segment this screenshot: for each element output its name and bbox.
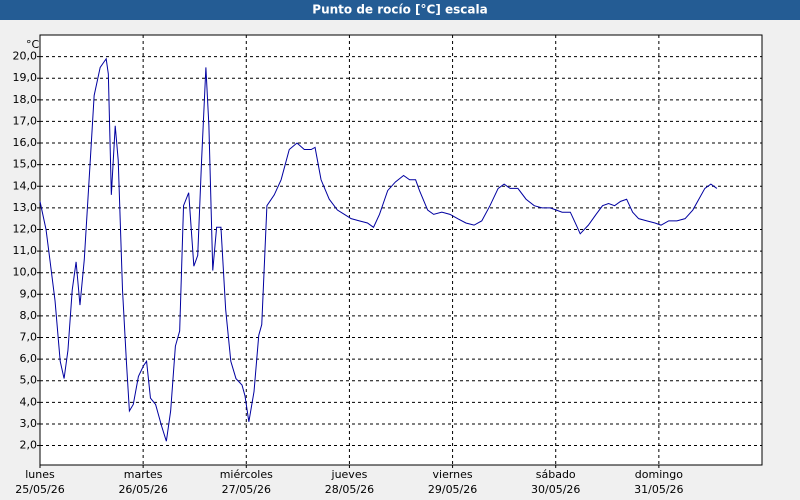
y-tick-label: 6,0 <box>20 352 38 365</box>
title-bar <box>0 0 800 20</box>
y-tick-label: 16,0 <box>13 136 38 149</box>
plot-area <box>39 34 763 466</box>
chart-title: Punto de rocío [°C] escala <box>312 3 487 17</box>
x-tick-date: 27/05/26 <box>222 483 271 496</box>
y-tick-label: 9,0 <box>20 287 38 300</box>
x-tick-label: domingo <box>635 468 683 481</box>
data-line <box>39 57 718 442</box>
x-tick-label: martes <box>124 468 163 481</box>
y-tick-label: 8,0 <box>20 309 38 322</box>
y-tick-label: 20,0 <box>13 50 38 63</box>
y-tick-label: 15,0 <box>13 158 38 171</box>
y-tick-label: 13,0 <box>13 201 38 214</box>
y-tick-label: 11,0 <box>13 244 38 257</box>
y-tick-label: 10,0 <box>13 266 38 279</box>
x-tick-label: viernes <box>433 468 473 481</box>
y-tick-label: 18,0 <box>13 93 38 106</box>
y-tick-label: 19,0 <box>13 71 38 84</box>
x-tick-label: jueves <box>331 468 368 481</box>
y-tick-label: 7,0 <box>20 331 38 344</box>
x-tick-date: 30/05/26 <box>531 483 580 496</box>
y-tick-label: 5,0 <box>20 374 38 387</box>
y-tick-label: 14,0 <box>13 179 38 192</box>
y-tick-label: 17,0 <box>13 114 38 127</box>
x-tick-date: 29/05/26 <box>428 483 477 496</box>
x-tick-label: lunes <box>25 468 55 481</box>
x-tick-date: 28/05/26 <box>325 483 374 496</box>
y-tick-label: 3,0 <box>20 417 38 430</box>
y-tick-label: 4,0 <box>20 395 38 408</box>
x-tick-date: 26/05/26 <box>118 483 167 496</box>
y-tick-label: 12,0 <box>13 222 38 235</box>
x-tick-label: miércoles <box>220 468 273 481</box>
y-unit: °C <box>26 38 40 51</box>
x-tick-label: sábado <box>536 468 576 481</box>
x-tick-date: 31/05/26 <box>634 483 683 496</box>
x-tick-date: 25/05/26 <box>15 483 64 496</box>
y-tick-label: 2,0 <box>20 439 38 452</box>
